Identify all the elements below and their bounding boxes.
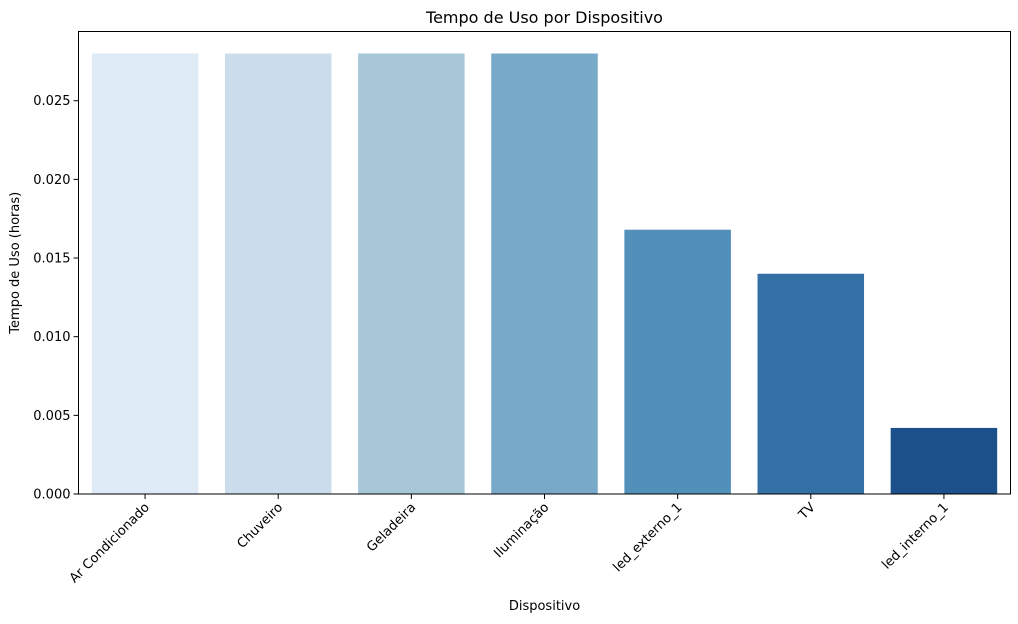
x-tick-label: Geladeira	[364, 500, 419, 555]
bar-ilumina-o	[491, 53, 598, 495]
x-axis: Ar Condicionado Chuveiro Geladeira Iluminaç…	[67, 494, 952, 586]
x-tick-label: led_externo_1	[611, 500, 686, 575]
x-tick-label: Ar Condicionado	[67, 500, 153, 586]
y-axis: 0.000 0.005 0.010 0.015 0.020 0.025	[33, 94, 79, 503]
bar-led-interno-1	[890, 427, 998, 494]
y-tick-label: 0.015	[33, 252, 70, 267]
bars-layer	[91, 53, 998, 495]
y-tick-label: 0.025	[33, 94, 70, 109]
y-tick-label: 0.005	[33, 409, 70, 424]
x-tick-label: Iluminação	[491, 500, 552, 561]
chart-title: Tempo de Uso por Dispositivo	[425, 8, 663, 27]
bar-ar-condicionado	[91, 53, 199, 495]
bar-chuveiro	[224, 53, 332, 495]
x-tick-label: TV	[795, 500, 818, 523]
y-tick-label: 0.020	[33, 173, 70, 188]
plot-frame	[78, 31, 1011, 495]
bar-tv	[757, 273, 865, 494]
bar-geladeira	[358, 53, 465, 495]
y-tick-label: 0.000	[33, 488, 70, 503]
bar-led-externo-1	[624, 229, 731, 494]
x-axis-label: Dispositivo	[509, 599, 580, 614]
y-axis-label: Tempo de Uso (horas)	[8, 192, 23, 335]
x-tick-label: Chuveiro	[235, 500, 287, 552]
y-tick-label: 0.010	[33, 330, 70, 345]
x-tick-label: led_interno_1	[879, 500, 951, 572]
